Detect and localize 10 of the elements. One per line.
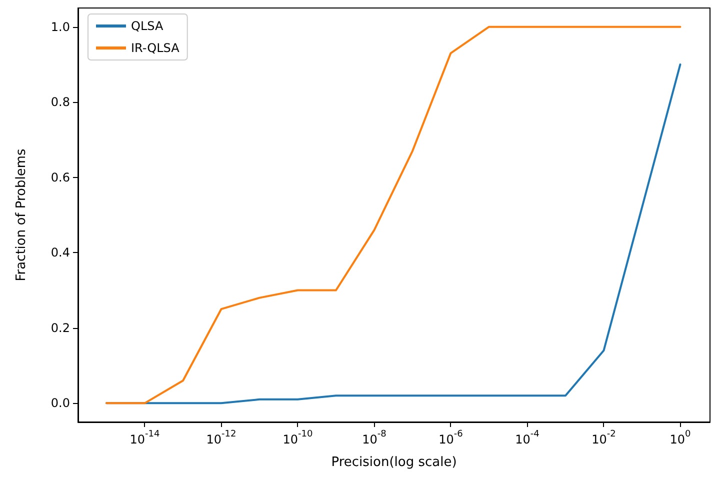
y-tick-label: 0.2 — [50, 320, 70, 335]
y-tick-label: 0.8 — [50, 95, 70, 110]
y-tick-label: 1.0 — [50, 20, 70, 34]
y-tick-label: 0.4 — [50, 246, 70, 260]
legend-label: QLSA — [131, 19, 164, 33]
y-axis-title: Fraction of Problems — [14, 148, 29, 282]
legend-label: IR-QLSA — [131, 41, 180, 55]
x-axis-title: Precision(log scale) — [331, 455, 457, 470]
y-tick-label: 0.6 — [50, 170, 70, 184]
y-tick-label: 0.0 — [50, 396, 70, 410]
